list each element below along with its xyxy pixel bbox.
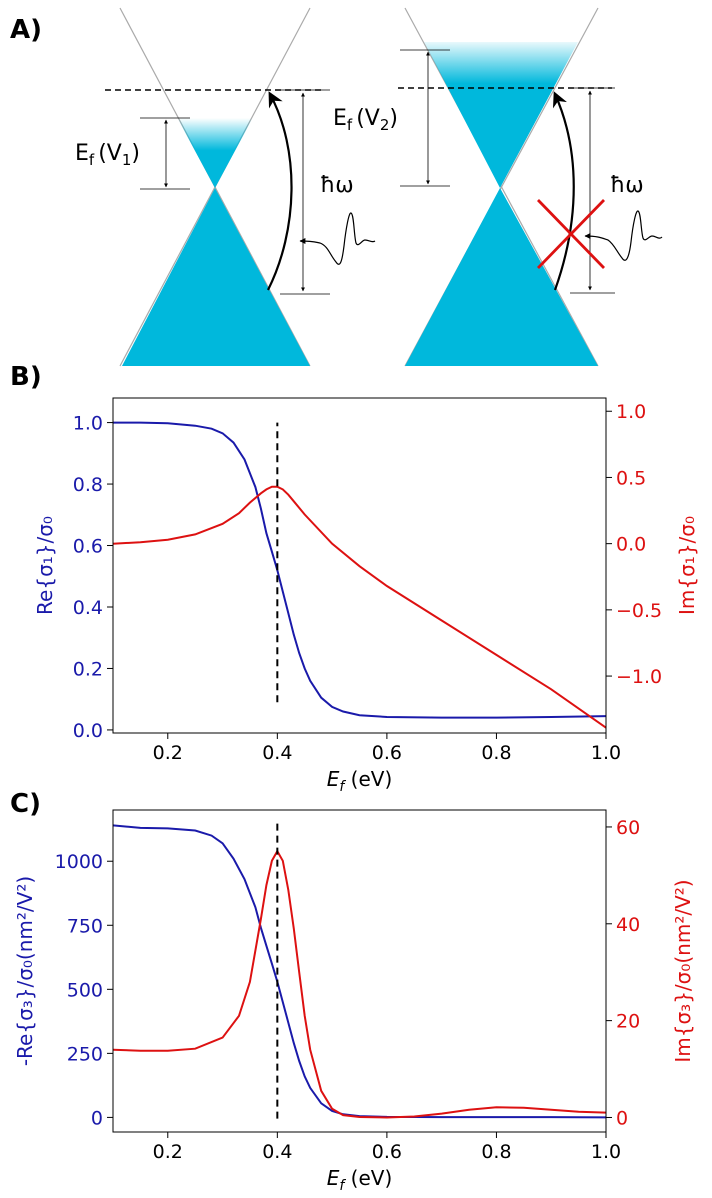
- plot-frame: [112, 809, 607, 1133]
- y-right-tick-label: 0: [616, 1107, 628, 1129]
- y-left-tick-label: 0.8: [73, 474, 103, 496]
- plot-frame: [112, 397, 607, 734]
- y-right-tick-label: 1.0: [616, 401, 646, 423]
- blocked-cross-icon: [536, 199, 606, 269]
- x-tick-label: 0.8: [481, 742, 511, 764]
- y-right-tick-label: −0.5: [616, 600, 662, 622]
- x-tick-label: 0.4: [262, 1141, 292, 1163]
- x-tick-label: 1.0: [591, 742, 621, 764]
- y-left-axis-label: Re{σ₁}/σ₀: [33, 516, 57, 615]
- panel-label-b: B): [10, 362, 42, 392]
- x-tick-label: 0.6: [372, 1141, 402, 1163]
- y-left-tick-label: 0.2: [73, 658, 103, 680]
- x-tick-label: 0.8: [481, 1141, 511, 1163]
- y-left-tick-label: 250: [67, 1043, 103, 1065]
- y-left-tick-label: 0.4: [73, 597, 103, 619]
- x-tick-label: 0.2: [153, 742, 183, 764]
- y-right-axis-label: Im{σ₃}/σ₀(nm²/V²): [671, 879, 695, 1062]
- y-left-tick-label: 0.6: [73, 536, 103, 558]
- x-tick-label: 0.6: [372, 742, 402, 764]
- right-valence-band: [405, 188, 598, 366]
- y-left-axis-label: -Re{σ₃}/σ₀(nm²/V²): [13, 876, 37, 1066]
- panel-c: C) 0.2 0.4 0.6 0.8 1.0Ef (eV)025050075010000…: [10, 789, 695, 1194]
- panel-label-c: C): [10, 789, 41, 819]
- y-right-tick-label: 60: [616, 817, 640, 839]
- right-ef-label: Ef (V2): [333, 106, 398, 134]
- y-right-tick-label: 40: [616, 914, 640, 936]
- left-photon-label: ħω: [320, 173, 354, 198]
- chart-b: 0.2 0.4 0.6 0.8 1.0 Ef (eV) 0.0 0.2 0.4 0.6 0.8 1.0…: [33, 397, 699, 795]
- right-photon-wave: [584, 210, 663, 261]
- right-dirac-cone: Ef (V2) ħω: [333, 7, 663, 367]
- y-left-tick-label: 750: [67, 915, 103, 937]
- right-photon-label: ħω: [610, 173, 644, 198]
- x-axis-label: Ef (eV): [327, 1166, 393, 1194]
- panel-b: B) 0.2 0.4 0.6 0.8 1.0 Ef (eV) 0.0 0.2 0.4 0.6 0.8…: [10, 362, 699, 795]
- series-line-real: [112, 824, 607, 1119]
- x-tick-label: 0.4: [262, 742, 292, 764]
- left-ef-label: Ef (V1): [75, 141, 140, 169]
- series-line-imag: [112, 849, 607, 1119]
- y-left-tick-label: 500: [67, 979, 103, 1001]
- y-left-tick-label: 0: [91, 1107, 103, 1129]
- panel-a: A) Ef (V1) ħω: [10, 7, 663, 367]
- y-left-tick-label: 1000: [55, 851, 103, 873]
- series-line-real: [113, 421, 607, 719]
- y-right-tick-label: 20: [616, 1011, 640, 1033]
- left-interband-transition-arrow: [267, 91, 293, 291]
- left-filled-conduction: [172, 108, 258, 188]
- y-right-tick-label: −1.0: [616, 666, 662, 688]
- y-left-tick-label: 0.0: [73, 720, 103, 742]
- panel-label-a: A): [10, 15, 42, 45]
- x-axis-label: Ef (eV): [327, 767, 393, 795]
- x-tick-label: 1.0: [591, 1141, 621, 1163]
- left-valence-band: [122, 188, 310, 366]
- y-right-tick-label: 0.5: [616, 467, 646, 489]
- left-dirac-cone: Ef (V1) ħω: [75, 7, 376, 367]
- x-tick-label: 0.2: [153, 1141, 183, 1163]
- left-photon-wave: [299, 212, 376, 265]
- right-blocked-transition-arrow: [552, 91, 575, 291]
- y-right-tick-label: 0.0: [616, 534, 646, 556]
- right-filled-conduction: [424, 42, 578, 188]
- series-line-imag: [112, 485, 607, 729]
- y-left-tick-label: 1.0: [73, 413, 103, 435]
- chart-c: 0.2 0.4 0.6 0.8 1.0 Ef (eV) 0 250 500 750 1000 0 20 4…: [13, 809, 695, 1194]
- y-right-axis-label: Im{σ₁}/σ₀: [675, 516, 699, 615]
